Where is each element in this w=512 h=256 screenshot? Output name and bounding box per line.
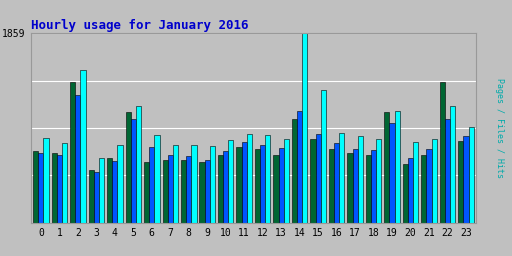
Bar — [107, 157, 112, 223]
Bar — [242, 142, 247, 223]
Bar — [302, 33, 307, 223]
Bar — [463, 136, 468, 223]
Bar — [80, 70, 86, 223]
Bar — [255, 149, 260, 223]
Bar — [237, 147, 242, 223]
Bar — [468, 127, 474, 223]
Bar — [57, 155, 62, 223]
Bar — [334, 143, 339, 223]
Bar — [149, 147, 155, 223]
Bar — [273, 155, 279, 223]
Bar — [117, 145, 122, 223]
Bar — [210, 146, 215, 223]
Text: Hourly usage for January 2016: Hourly usage for January 2016 — [31, 19, 248, 32]
Bar — [38, 153, 44, 223]
Bar — [260, 145, 265, 223]
Bar — [173, 145, 178, 223]
Bar — [445, 119, 450, 223]
Bar — [413, 142, 418, 223]
Bar — [136, 105, 141, 223]
Bar — [52, 153, 57, 223]
Bar — [458, 141, 463, 223]
Bar — [440, 82, 445, 223]
Bar — [99, 157, 104, 223]
Bar — [339, 133, 345, 223]
Bar — [112, 161, 117, 223]
Bar — [155, 135, 160, 223]
Bar — [131, 119, 136, 223]
Bar — [218, 155, 223, 223]
Bar — [89, 170, 94, 223]
Bar — [321, 90, 326, 223]
Bar — [292, 119, 297, 223]
Bar — [186, 156, 191, 223]
Bar — [265, 135, 270, 223]
Bar — [329, 149, 334, 223]
Bar — [44, 138, 49, 223]
Bar — [191, 145, 197, 223]
Bar — [70, 82, 75, 223]
Bar — [376, 139, 381, 223]
Bar — [279, 148, 284, 223]
Bar — [205, 159, 210, 223]
Bar — [426, 149, 432, 223]
Bar — [347, 153, 352, 223]
Bar — [62, 143, 67, 223]
Bar — [94, 172, 99, 223]
Bar — [310, 139, 315, 223]
Bar — [385, 112, 390, 223]
Bar — [284, 139, 289, 223]
Bar — [167, 155, 173, 223]
Bar — [162, 159, 167, 223]
Bar — [247, 134, 252, 223]
Bar — [33, 151, 38, 223]
Bar — [223, 151, 228, 223]
Bar — [395, 111, 400, 223]
Bar — [228, 140, 233, 223]
Bar — [371, 150, 376, 223]
Bar — [181, 159, 186, 223]
Bar — [421, 155, 426, 223]
Bar — [200, 162, 205, 223]
Bar — [390, 123, 395, 223]
Bar — [125, 112, 131, 223]
Bar — [144, 162, 149, 223]
Bar — [408, 157, 413, 223]
Bar — [297, 111, 302, 223]
Bar — [366, 155, 371, 223]
Bar — [432, 139, 437, 223]
Bar — [403, 164, 408, 223]
Bar — [358, 136, 363, 223]
Bar — [352, 149, 358, 223]
Bar — [75, 95, 80, 223]
Bar — [450, 105, 455, 223]
Bar — [315, 134, 321, 223]
Text: Pages / Files / Hits: Pages / Files / Hits — [495, 78, 504, 178]
